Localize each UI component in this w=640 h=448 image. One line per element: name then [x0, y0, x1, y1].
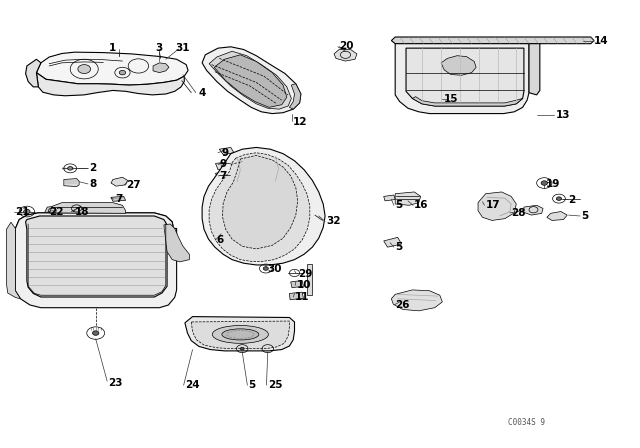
- Text: 19: 19: [546, 179, 561, 189]
- Text: 18: 18: [75, 207, 89, 216]
- Polygon shape: [26, 216, 167, 297]
- Text: 28: 28: [511, 208, 525, 218]
- Text: 1: 1: [109, 43, 116, 53]
- Polygon shape: [529, 44, 540, 95]
- Polygon shape: [209, 51, 291, 109]
- Polygon shape: [191, 321, 289, 349]
- Text: 16: 16: [414, 200, 429, 210]
- Polygon shape: [111, 177, 127, 186]
- Text: 22: 22: [49, 207, 64, 216]
- Polygon shape: [478, 192, 516, 220]
- Polygon shape: [406, 48, 524, 106]
- Polygon shape: [64, 179, 79, 187]
- Text: 5: 5: [248, 380, 256, 390]
- Text: 20: 20: [339, 41, 354, 51]
- Circle shape: [119, 70, 125, 75]
- Text: 26: 26: [395, 300, 410, 310]
- Polygon shape: [214, 55, 287, 108]
- Polygon shape: [412, 97, 523, 106]
- Text: 29: 29: [298, 269, 312, 279]
- Circle shape: [78, 65, 91, 73]
- Text: 12: 12: [293, 116, 308, 127]
- Text: 6: 6: [217, 235, 224, 245]
- Text: 9: 9: [220, 159, 227, 169]
- Polygon shape: [15, 213, 173, 228]
- Polygon shape: [547, 211, 567, 220]
- Text: 21: 21: [15, 207, 30, 216]
- Text: 30: 30: [268, 263, 282, 274]
- Polygon shape: [307, 264, 312, 295]
- Polygon shape: [202, 147, 325, 265]
- Circle shape: [241, 347, 244, 350]
- Polygon shape: [45, 206, 59, 216]
- Text: 8: 8: [90, 179, 97, 189]
- Polygon shape: [334, 49, 357, 61]
- Text: 32: 32: [326, 216, 341, 226]
- Polygon shape: [15, 213, 177, 308]
- Polygon shape: [216, 172, 232, 180]
- Text: 7: 7: [220, 171, 227, 181]
- Text: 2: 2: [568, 194, 576, 205]
- Polygon shape: [36, 73, 184, 96]
- Text: 5: 5: [395, 242, 403, 252]
- Polygon shape: [185, 317, 294, 351]
- Circle shape: [556, 197, 561, 200]
- Polygon shape: [202, 47, 301, 114]
- Text: 24: 24: [185, 380, 200, 390]
- Circle shape: [24, 209, 30, 214]
- Text: 17: 17: [486, 200, 500, 210]
- Polygon shape: [26, 59, 41, 87]
- Polygon shape: [395, 192, 420, 205]
- Text: 5: 5: [395, 200, 403, 210]
- Polygon shape: [392, 290, 442, 311]
- Polygon shape: [36, 52, 188, 85]
- Polygon shape: [291, 280, 303, 288]
- Text: 7: 7: [115, 194, 122, 204]
- Polygon shape: [289, 292, 303, 300]
- Text: 23: 23: [108, 379, 123, 388]
- Polygon shape: [6, 222, 20, 299]
- Circle shape: [93, 331, 99, 335]
- Polygon shape: [384, 195, 395, 201]
- Polygon shape: [164, 224, 189, 262]
- Polygon shape: [289, 84, 301, 109]
- Text: C0034S 9: C0034S 9: [508, 418, 545, 426]
- Text: 27: 27: [125, 180, 140, 190]
- Polygon shape: [392, 37, 594, 44]
- Circle shape: [68, 167, 73, 170]
- Text: 11: 11: [294, 292, 309, 302]
- Polygon shape: [524, 205, 543, 215]
- Text: 3: 3: [156, 43, 163, 53]
- Polygon shape: [209, 153, 310, 261]
- Polygon shape: [216, 162, 232, 170]
- Polygon shape: [441, 56, 476, 75]
- Circle shape: [541, 181, 547, 185]
- Ellipse shape: [212, 326, 268, 343]
- Text: 25: 25: [268, 380, 282, 390]
- Text: 9: 9: [221, 148, 228, 158]
- Polygon shape: [384, 237, 401, 247]
- Text: 2: 2: [90, 164, 97, 173]
- Polygon shape: [111, 196, 125, 201]
- Text: 4: 4: [199, 88, 206, 98]
- Text: 15: 15: [444, 95, 459, 104]
- Text: 5: 5: [581, 211, 589, 221]
- Polygon shape: [395, 44, 529, 114]
- Polygon shape: [153, 63, 169, 73]
- Text: 13: 13: [556, 110, 570, 120]
- Text: 31: 31: [176, 43, 190, 53]
- Polygon shape: [220, 147, 234, 155]
- Polygon shape: [49, 202, 125, 213]
- Text: 10: 10: [296, 280, 311, 290]
- Ellipse shape: [222, 329, 259, 340]
- Polygon shape: [223, 155, 298, 249]
- Circle shape: [263, 267, 268, 270]
- Text: 14: 14: [594, 36, 609, 47]
